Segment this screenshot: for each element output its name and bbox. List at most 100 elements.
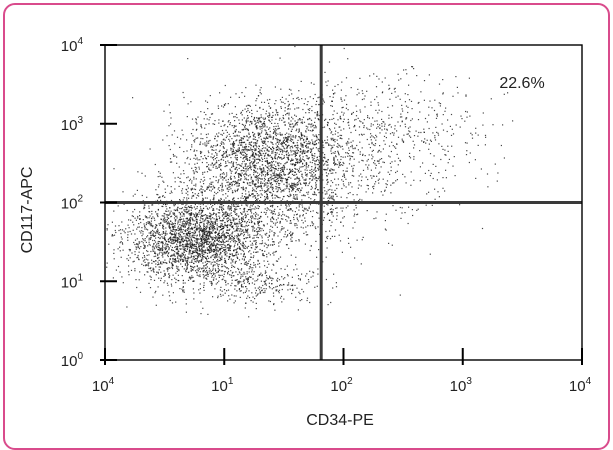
data-point [145,241,147,243]
data-point [234,254,237,256]
data-point [261,249,263,252]
data-point [186,268,188,270]
data-point [172,263,174,266]
data-point [268,102,270,104]
data-point [301,206,304,208]
data-point [182,226,185,228]
data-point [265,213,267,215]
data-point [254,157,256,159]
data-point [271,187,273,189]
data-point [256,140,258,142]
data-point [248,182,250,184]
data-point [175,239,177,241]
data-point [299,137,301,139]
data-point [230,143,232,145]
data-point [205,226,207,229]
data-point [183,291,185,293]
data-point [208,242,211,244]
data-point [216,262,218,265]
data-point [189,241,191,243]
data-point [229,255,231,258]
data-point [234,135,236,137]
data-point [204,190,206,192]
data-point [261,101,263,103]
data-point [159,237,161,239]
data-point [275,135,277,137]
data-point [217,265,219,268]
data-point [269,107,271,109]
data-point [233,200,236,202]
data-point [361,199,363,201]
data-point [266,99,269,101]
data-point [147,262,149,264]
data-point [120,232,122,235]
data-point [196,207,198,210]
data-point [179,234,181,236]
data-point [236,256,238,258]
data-point [212,181,214,183]
data-point [172,274,174,276]
data-point [303,103,305,105]
data-point [252,158,254,160]
data-point [170,210,172,212]
data-point [182,91,184,94]
data-point [240,218,242,220]
data-point [161,233,163,235]
data-point [222,227,224,229]
data-point [214,221,216,223]
data-point [201,221,203,224]
data-point [159,172,161,174]
data-point [375,164,377,166]
data-point [200,215,203,217]
data-point [235,295,237,297]
data-point [122,282,124,284]
data-point [268,263,270,265]
data-point [216,143,219,146]
data-point [331,213,333,215]
data-point [162,195,164,198]
data-point [228,224,230,226]
data-point [278,258,280,260]
data-point [283,236,285,238]
data-point [152,239,154,242]
data-point [196,225,198,227]
data-point [273,241,275,243]
data-point [276,226,278,228]
data-point [210,270,212,272]
data-point [210,251,212,253]
data-point [309,204,311,206]
data-point [194,214,196,216]
data-point [167,270,169,272]
data-point [160,271,162,273]
data-point [261,173,263,175]
data-point [223,226,225,228]
data-point [213,243,215,245]
data-point [212,248,214,250]
data-point [231,266,233,268]
data-point [347,155,349,157]
data-point [297,150,299,152]
data-point [214,158,216,160]
data-point [190,223,192,225]
data-point [229,241,232,243]
data-point [223,252,226,254]
data-point [256,234,258,236]
data-point [163,270,165,272]
data-point [191,182,193,184]
data-point [224,279,226,282]
data-point [174,214,176,216]
data-point [220,237,222,239]
data-point [215,236,217,238]
data-point [271,142,273,144]
data-point [302,165,304,168]
data-point [209,189,211,191]
data-point [206,197,208,199]
data-point [233,246,235,248]
data-point [251,121,253,123]
data-point [290,240,292,242]
data-point [264,160,266,162]
data-point [324,154,326,156]
data-point [318,134,320,136]
data-point [334,141,336,143]
data-point [142,231,144,233]
